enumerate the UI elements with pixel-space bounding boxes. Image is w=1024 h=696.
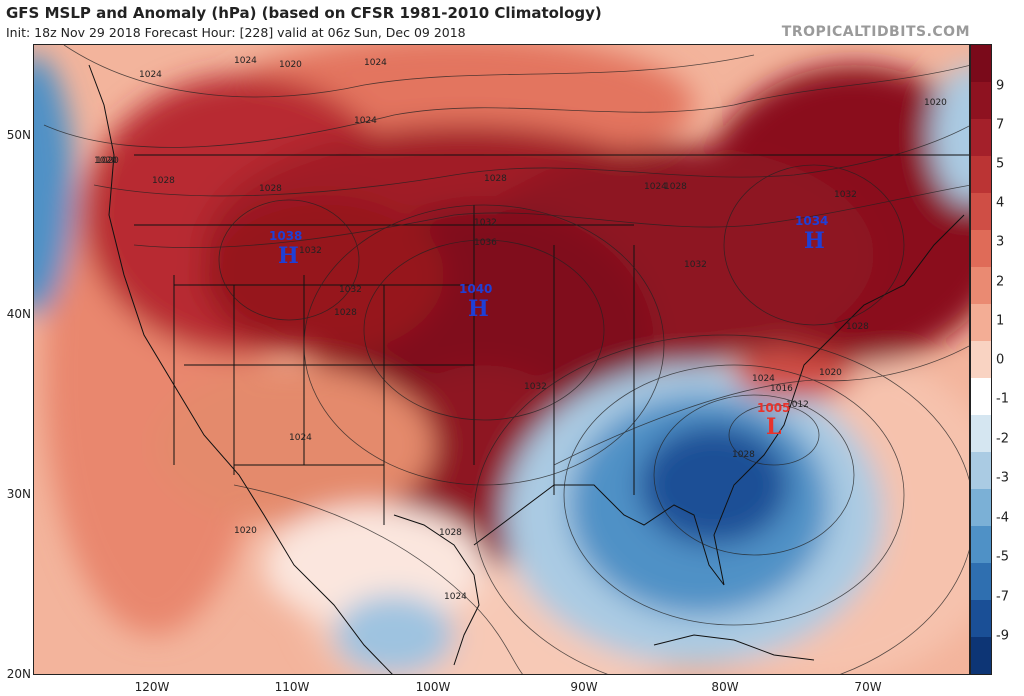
isobar-label: 1032 [524,382,547,392]
mslp-anomaly-map: 1024 1020 1020 1024 1028 1028 1032 1032 … [34,45,969,674]
isobar-label: 1020 [279,60,302,70]
anomaly-colorbar [970,44,992,675]
low-pressure-1005: 1005 L [757,401,790,440]
map-title: GFS MSLP and Anomaly (hPa) (based on CFS… [6,4,602,22]
isobar-label: 1020 [94,156,117,166]
center-value: 1040 [459,282,492,296]
colorbar-label: -3 [996,470,1009,486]
colorbar-label: 3 [996,234,1005,250]
colorbar-label: 9 [996,78,1005,94]
isobar-label: 1020 [234,526,257,536]
isobar-label: 1028 [439,528,462,538]
isobar-label: 1028 [152,176,175,186]
colorbar-segment [971,267,991,304]
lon-label-120w: 120W [134,680,170,694]
colorbar-label: -4 [996,510,1009,526]
isobar-label: 1032 [474,218,497,228]
colorbar-segment [971,489,991,526]
isobar-label: 1028 [664,182,687,192]
isobar-label: 1020 [819,368,842,378]
isobar-label: 1032 [834,190,857,200]
isobar-label: 1028 [846,322,869,332]
brand-watermark: TROPICALTIDBITS.COM [781,24,970,40]
colorbar-label: 7 [996,117,1005,133]
colorbar-segment [971,230,991,267]
colorbar-segment [971,452,991,489]
colorbar-segment [971,82,991,119]
isobar-label: 1024 [752,374,775,384]
colorbar-label: 0 [996,352,1005,368]
lat-label-30n: 30N [6,487,31,501]
colorbar-segment [971,193,991,230]
isobar-label: 1028 [334,308,357,318]
colorbar-segment [971,563,991,600]
colorbar-segment [971,45,991,82]
high-pressure-1034: 1034 H [795,214,828,254]
center-letter: H [804,228,825,254]
colorbar-segment [971,341,991,378]
lon-label-110w: 110W [274,680,310,694]
isobar-label: 1032 [684,260,707,270]
colorbar-segment [971,526,991,563]
isobar-label: 1016 [770,384,793,394]
isobar-label: 1024 [289,433,312,443]
coastlines [88,64,969,674]
isobar-label: 1028 [484,174,507,184]
center-letter: L [766,414,781,440]
isobars [43,45,969,674]
isobar-label: 1032 [299,246,322,256]
lon-label-80w: 80W [711,680,739,694]
center-value: 1005 [757,401,790,415]
map-subtitle: Init: 18z Nov 29 2018 Forecast Hour: [22… [6,25,466,40]
high-pressure-1040: 1040 H [459,282,492,322]
lon-label-100w: 100W [415,680,451,694]
isobar-label: 1024 [139,70,162,80]
center-letter: H [468,296,489,322]
center-value: 1034 [795,214,828,228]
lon-label-90w: 90W [570,680,598,694]
colorbar-label: -1 [996,391,1009,407]
isobar-label: 1020 [924,98,947,108]
colorbar-label: -7 [996,589,1009,605]
isobar-label: 1024 [354,116,377,126]
isobar-label: 1032 [339,285,362,295]
lat-label-50n: 50N [6,128,31,142]
lon-label-70w: 70W [854,680,882,694]
isobar-label: 1024 [644,182,667,192]
center-letter: H [278,243,299,269]
colorbar-label: 4 [996,195,1005,211]
colorbar-segment [971,156,991,193]
isobar-labels: 1024 1020 1020 1024 1028 1028 1032 1032 … [94,56,947,602]
colorbar-segment [971,378,991,415]
colorbar-segment [971,304,991,341]
isobar-label: 1028 [732,450,755,460]
isobar-label: 1020 [96,156,119,166]
isobar-label: 1024 [444,592,467,602]
map-panel: 1024 1020 1020 1024 1028 1028 1032 1032 … [33,44,970,675]
colorbar-label: -9 [996,628,1009,644]
isobar-label: 1024 [234,56,257,66]
colorbar-label: 2 [996,274,1005,290]
lat-label-20n: 20N [6,667,31,681]
isobar-label: 1024 [364,58,387,68]
colorbar-label: -2 [996,431,1009,447]
isobar-label: 1028 [259,184,282,194]
colorbar-label: -5 [996,549,1009,565]
center-value: 1038 [269,229,302,243]
colorbar-segment [971,600,991,637]
colorbar-label: 1 [996,313,1005,329]
lat-label-40n: 40N [6,307,31,321]
isobar-label: 1036 [474,238,497,248]
colorbar-label: 5 [996,156,1005,172]
isobar-label: 1012 [786,400,809,410]
colorbar-segment [971,637,991,674]
colorbar-segment [971,415,991,452]
colorbar-segment [971,119,991,156]
high-pressure-1038: 1038 H [269,229,302,269]
